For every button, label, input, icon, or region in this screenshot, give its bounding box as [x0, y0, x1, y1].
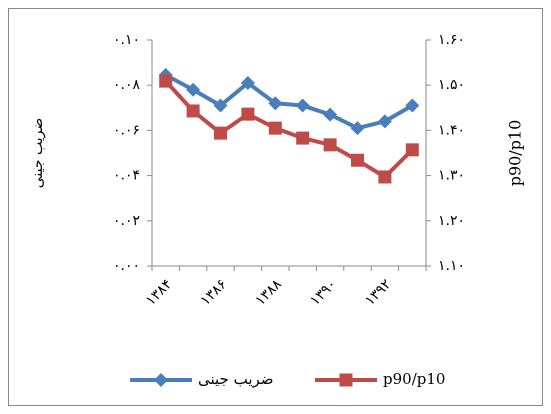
- data-point: [214, 126, 227, 140]
- data-point: [323, 138, 337, 152]
- data-point: [377, 114, 392, 129]
- data-point: [186, 104, 200, 118]
- y-tick-label: ۰.۱۰: [113, 32, 140, 48]
- y2-tick-label: ۱.۶۰: [438, 32, 465, 48]
- data-point: [213, 98, 228, 113]
- y2-tick-label: ۱.۴۰: [438, 122, 465, 138]
- data-point: [240, 75, 255, 90]
- y2-tick-label: ۱.۳۰: [438, 168, 465, 184]
- legend-label: ضریب جینی: [198, 370, 274, 388]
- data-point: [351, 153, 364, 167]
- y-tick-label: ۰.۰۴: [113, 168, 140, 184]
- legend-marker: [339, 373, 353, 387]
- data-point: [323, 107, 338, 122]
- legend-marker: [154, 373, 168, 387]
- y2-tick-label: ۱.۵۰: [438, 77, 465, 93]
- series-line: [164, 73, 414, 131]
- data-point: [159, 74, 173, 88]
- legend-label: p90/p10: [383, 370, 445, 388]
- data-point: [295, 98, 310, 113]
- data-point: [268, 121, 282, 135]
- y-axis-title: ضریب جینی: [30, 118, 46, 188]
- series-line: [164, 79, 414, 179]
- y-tick-label: ۰.۰۰: [113, 258, 140, 274]
- y2-tick-label: ۱.۱۰: [438, 258, 465, 274]
- y-tick-label: ۰.۰۲: [113, 213, 140, 229]
- data-point: [350, 121, 365, 136]
- data-point: [405, 98, 420, 113]
- data-point: [405, 143, 419, 157]
- chart-border: [8, 8, 543, 406]
- data-point: [296, 131, 310, 145]
- data-point: [241, 107, 255, 121]
- y-tick-label: ۰.۰۸: [113, 77, 140, 93]
- y-tick-label: ۰.۰۶: [113, 122, 140, 138]
- data-point: [378, 170, 392, 184]
- data-point: [186, 82, 201, 97]
- y2-tick-label: ۱.۲۰: [438, 213, 465, 229]
- data-point: [268, 96, 283, 111]
- y2-axis-title: p90/p10: [506, 120, 525, 187]
